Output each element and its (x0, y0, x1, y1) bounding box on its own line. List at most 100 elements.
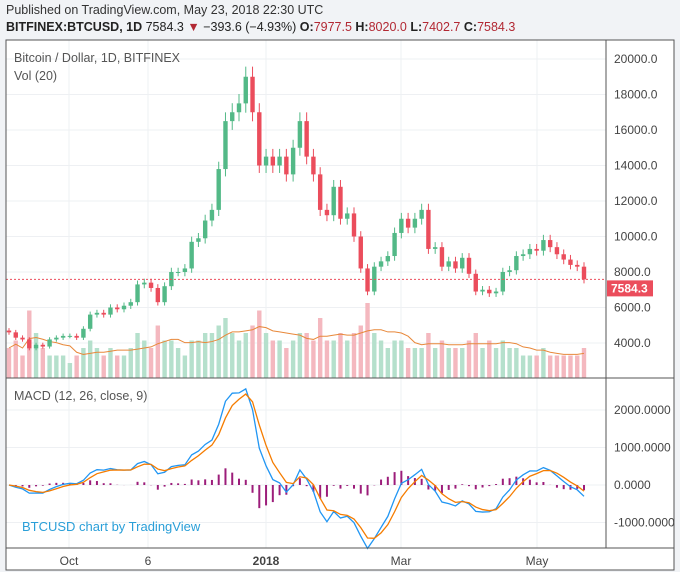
volume-bar (33, 333, 39, 378)
volume-bar (216, 325, 221, 378)
volume-bar (493, 348, 499, 378)
candle-body (209, 209, 215, 221)
low-value: 7402.7 (422, 20, 461, 34)
volume-bar (13, 340, 18, 378)
volume-bar (385, 348, 391, 378)
candle-body (365, 268, 370, 292)
price-tick-label: 10000.0 (614, 230, 658, 244)
open-label: O: (299, 20, 314, 34)
volume-bar (399, 340, 404, 378)
candle-body (324, 209, 330, 216)
candle-body (520, 254, 526, 257)
volume-bars (6, 303, 587, 378)
volume-bar (432, 348, 438, 378)
candle-body (175, 272, 181, 273)
volume-bar (189, 340, 194, 378)
candle-body (284, 156, 289, 175)
candle-body (439, 247, 445, 267)
candle-body (74, 335, 79, 338)
candle-body (487, 289, 492, 294)
volume-bar (317, 318, 323, 378)
candle-body (527, 248, 533, 255)
volume-bar (453, 348, 458, 378)
symbol-label: BITFINEX:BTCUSD, 1D (6, 20, 143, 34)
candle-body (108, 307, 113, 315)
volume-bar (236, 340, 242, 378)
price-tick-label: 20000.0 (614, 52, 658, 66)
time-tick-label: Oct (60, 554, 79, 568)
signal-line (8, 393, 585, 539)
volume-bar (547, 355, 553, 378)
volume-bar (135, 333, 140, 378)
candle-body (534, 248, 539, 251)
candle-body (466, 257, 472, 274)
volume-bar (108, 348, 113, 378)
candle-body (473, 273, 478, 292)
volume-bar (446, 348, 451, 378)
volume-bar (142, 340, 147, 378)
volume-bar (297, 333, 303, 378)
volume-bar (412, 348, 418, 378)
volume-bar (338, 333, 343, 378)
candle-body (121, 305, 127, 310)
volume-bar (392, 340, 397, 378)
candle-body (500, 272, 506, 292)
volume-bar (351, 333, 357, 378)
candle-body (128, 302, 133, 306)
candle-body (480, 289, 485, 292)
candle-body (189, 241, 194, 269)
volume-bar (324, 340, 330, 378)
volume-bar (263, 333, 269, 378)
candle-body (6, 330, 12, 333)
price-tick-label: 12000.0 (614, 194, 658, 208)
volume-bar (121, 355, 127, 378)
candle-body (182, 268, 188, 272)
volume-bar (243, 333, 248, 378)
close-label: C: (463, 20, 478, 34)
price-tick-label: 16000.0 (614, 123, 658, 137)
volume-bar (290, 340, 296, 378)
candle-body (514, 256, 519, 271)
candle-body (392, 232, 397, 257)
candle-body (27, 339, 32, 349)
volume-bar (257, 310, 262, 378)
candle-body (290, 147, 296, 175)
candle-body (412, 218, 418, 228)
high-value: 8020.0 (368, 20, 407, 34)
tradingview-watermark[interactable]: BTCUSD chart by TradingView (22, 519, 201, 534)
volume-bar (250, 325, 255, 378)
candle-body (236, 103, 242, 113)
high-label: H: (355, 20, 369, 34)
volume-bar (466, 340, 472, 378)
candle-body (216, 169, 221, 210)
candle-body (493, 291, 499, 294)
volume-bar (487, 340, 492, 378)
candle-body (297, 121, 303, 148)
chart-title: Bitcoin / Dollar, 1D, BITFINEX (14, 51, 181, 65)
volume-bar (40, 348, 46, 378)
candle-body (345, 213, 350, 219)
volume-bar (148, 348, 154, 378)
candle-body (115, 307, 120, 310)
macd-line (8, 387, 585, 550)
volume-bar (311, 340, 316, 378)
volume-bar (541, 348, 546, 378)
candle-body (432, 247, 438, 249)
candle-body (263, 156, 269, 166)
volume-bar (115, 355, 120, 378)
volume-bar (581, 348, 587, 378)
volume-bar (507, 348, 512, 378)
open-value: 7977.5 (313, 20, 352, 34)
volume-bar (196, 340, 201, 378)
candle-body (331, 186, 336, 216)
volume-bar (175, 348, 181, 378)
price-change: −393.6 (−4.93%) (203, 20, 297, 34)
down-triangle-icon: ▼ (187, 20, 200, 34)
volume-bar (155, 325, 161, 378)
candle-body (47, 339, 52, 347)
candles (6, 66, 587, 351)
candle-body (426, 209, 431, 249)
candle-body (311, 156, 316, 175)
candle-body (568, 259, 573, 265)
